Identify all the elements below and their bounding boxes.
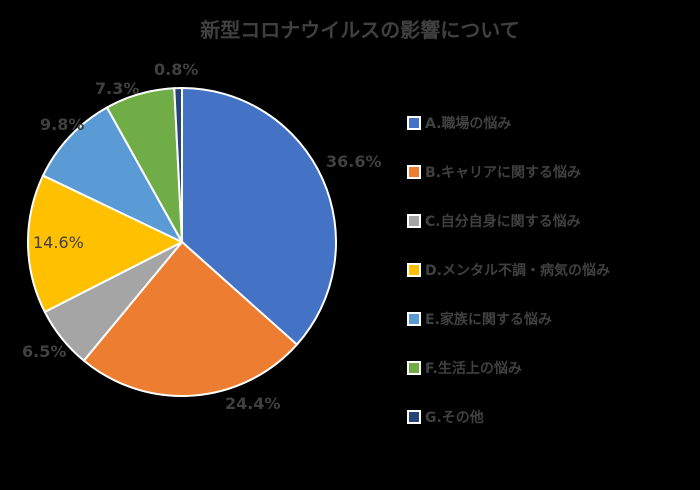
legend-item-c: C.自分自身に関する悩み [407, 213, 610, 230]
legend-item-a: A.職場の悩み [407, 115, 610, 132]
data-label-a: 36.6% [326, 152, 382, 171]
legend-item-e: E.家族に関する悩み [407, 311, 610, 328]
legend-item-f: F.生活上の悩み [407, 360, 610, 377]
pie-slice [27, 174, 185, 314]
legend-item-b: B.キャリアに関する悩み [407, 164, 610, 181]
legend-swatch [407, 116, 421, 130]
pie-slice [173, 86, 183, 243]
legend-swatch [407, 312, 421, 326]
legend-item-d: D.メンタル不調・病気の悩み [407, 262, 610, 279]
data-label-f: 7.3% [95, 79, 140, 98]
pie-slice [181, 86, 337, 346]
legend-swatch [407, 165, 421, 179]
data-label-e: 9.8% [40, 115, 85, 134]
data-label-d: 14.6% [33, 233, 84, 252]
legend-swatch [407, 263, 421, 277]
chart-legend: A.職場の悩み B.キャリアに関する悩み C.自分自身に関する悩み D.メンタル… [407, 115, 610, 458]
data-label-b: 24.4% [225, 394, 281, 413]
legend-swatch [407, 214, 421, 228]
data-label-c: 6.5% [22, 342, 67, 361]
legend-swatch [407, 410, 421, 424]
pie-slice [41, 106, 185, 245]
legend-swatch [407, 361, 421, 375]
chart-title: 新型コロナウイルスの影響について [200, 18, 520, 42]
pie-slice [82, 240, 299, 397]
legend-item-g: G.その他 [407, 409, 610, 426]
data-label-g: 0.8% [154, 60, 199, 79]
